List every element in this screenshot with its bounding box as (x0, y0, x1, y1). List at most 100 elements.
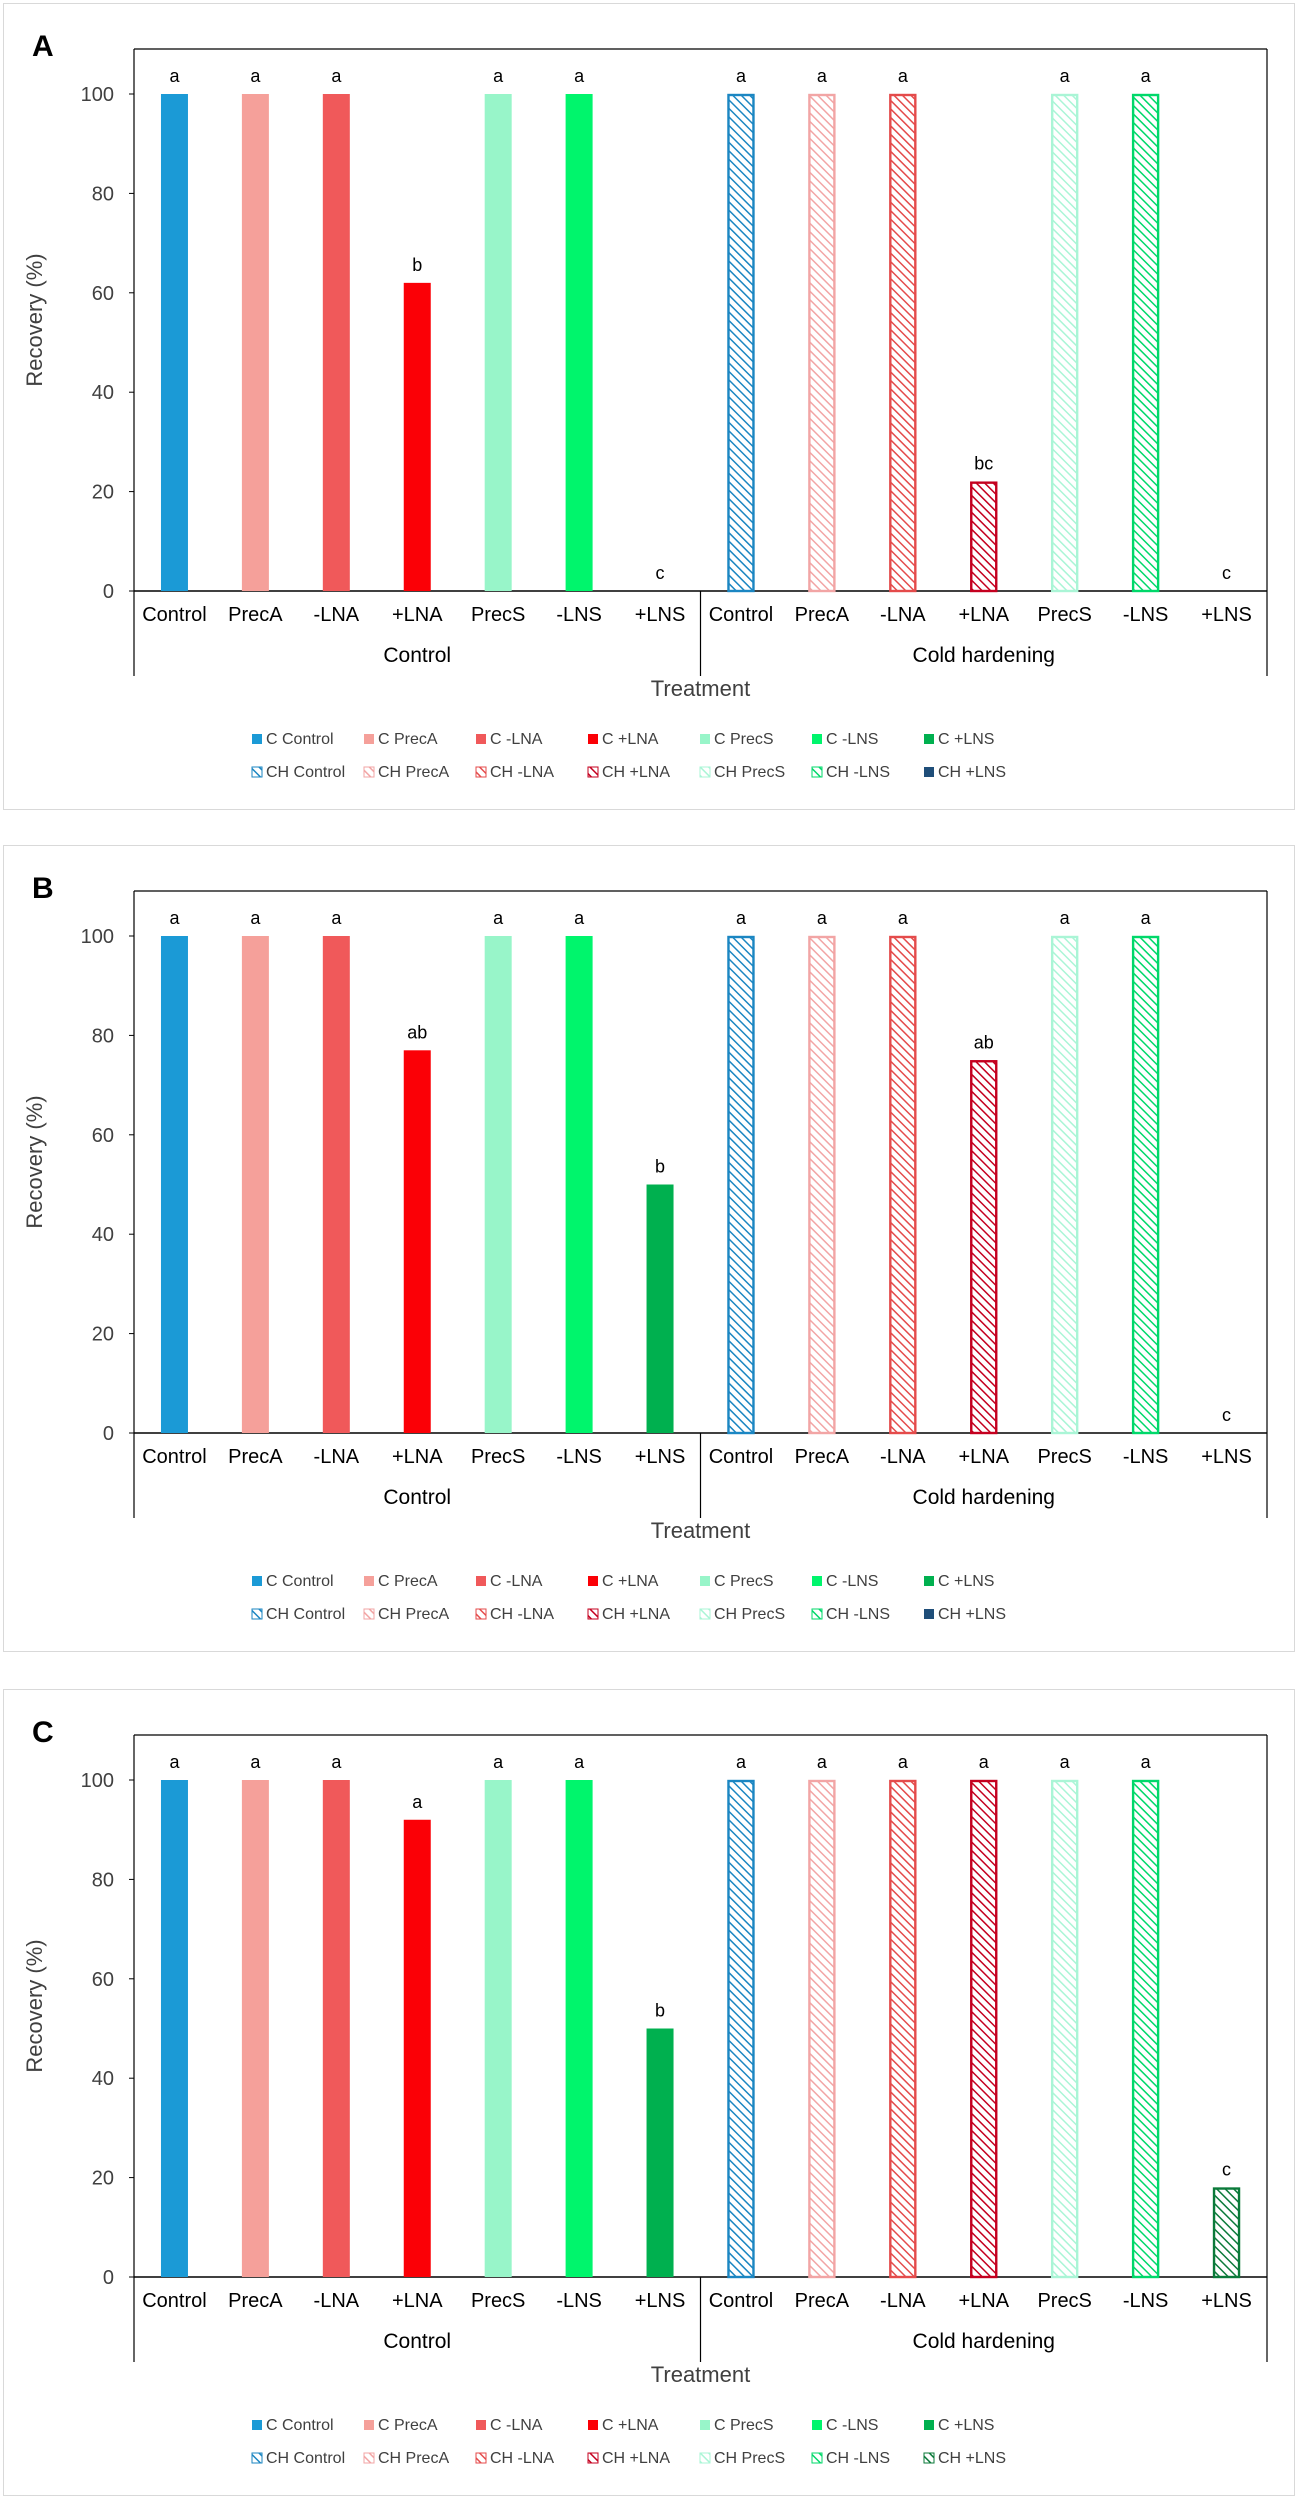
significance-letter: ab (974, 1032, 994, 1052)
legend-swatch (251, 766, 263, 778)
legend-label: C PrecS (714, 1573, 774, 1590)
legend-label: C PrecA (378, 1573, 438, 1590)
significance-letter: c (1222, 1405, 1231, 1425)
legend-swatch (588, 734, 598, 744)
significance-letter: a (1060, 1752, 1071, 1772)
y-tick-label: 80 (92, 183, 114, 205)
legend-label: CH PrecA (378, 1606, 449, 1623)
legend-swatch (587, 766, 599, 778)
legend-label: C +LNS (938, 1573, 994, 1590)
legend-swatch (364, 2420, 374, 2430)
x-tick-label: -LNS (556, 604, 602, 626)
group-label: Cold hardening (913, 644, 1055, 667)
panel-letter: C (32, 1716, 54, 1749)
legend-label: CH PrecA (378, 2450, 449, 2467)
legend-label: CH PrecA (378, 764, 449, 781)
significance-letter: a (736, 908, 747, 928)
bar-cold-precs (1050, 1779, 1079, 2279)
legend-swatch (812, 2420, 822, 2430)
significance-letter: a (817, 1752, 828, 1772)
legend-swatch (364, 1576, 374, 1586)
x-tick-label: +LNA (958, 1446, 1009, 1468)
significance-letter: a (250, 1752, 261, 1772)
bar-cold-control (727, 1779, 755, 2279)
legend-swatch (363, 2452, 375, 2464)
legend-swatch (251, 1608, 263, 1620)
bar-cold-control (727, 93, 755, 593)
panel-b: B 0 20 40 60 80 100 Recovery (%) a Control a PrecA a… (3, 845, 1295, 1652)
y-axis-label: Recovery (%) (22, 253, 47, 386)
x-tick-label: -LNS (556, 2290, 602, 2312)
y-tick-label: 0 (103, 2267, 114, 2289)
bar-cold-lna (970, 1779, 998, 2279)
legend-label: C -LNS (826, 731, 878, 748)
legend-swatch (811, 2452, 823, 2464)
group-label: Control (383, 644, 451, 667)
bar-control-preca (241, 936, 269, 1433)
bar-control-lna (322, 94, 350, 591)
significance-letter: a (574, 66, 585, 86)
bar-control-lna (403, 1050, 431, 1433)
y-tick-label: 80 (92, 1025, 114, 1047)
legend-swatch (252, 734, 262, 744)
legend-label: C -LNS (826, 1573, 878, 1590)
bar-cold-lna (889, 935, 917, 1435)
significance-letter: a (898, 1752, 909, 1772)
bar-control-precs (484, 1780, 512, 2277)
significance-letter: a (493, 1752, 504, 1772)
y-tick-label: 80 (92, 1869, 114, 1891)
bar-cold-preca (808, 93, 836, 593)
x-tick-label: PrecA (795, 1446, 850, 1468)
legend-label: C -LNA (490, 731, 543, 748)
significance-letter: a (331, 908, 342, 928)
legend-label: CH -LNA (490, 2450, 554, 2467)
legend-swatch (812, 1576, 822, 1586)
bar-cold-lna (970, 1060, 998, 1435)
significance-letter: a (817, 908, 828, 928)
significance-letter: a (493, 908, 504, 928)
y-tick-label: 40 (92, 382, 114, 404)
legend-swatch (924, 1609, 934, 1619)
x-tick-label: +LNS (635, 604, 686, 626)
bar-control-lns (646, 2028, 674, 2277)
legend-swatch (811, 766, 823, 778)
legend-swatch (475, 2452, 487, 2464)
bar-control-lns (565, 1780, 593, 2277)
x-tick-label: Control (709, 604, 773, 626)
legend-swatch (700, 734, 710, 744)
legend-swatch (924, 767, 934, 777)
significance-letter: a (574, 1752, 585, 1772)
legend-label: CH PrecS (714, 764, 785, 781)
bar-control-precs (484, 936, 512, 1433)
x-tick-label: Control (142, 2290, 206, 2312)
legend-label: CH +LNA (602, 1606, 670, 1623)
y-tick-label: 40 (92, 1224, 114, 1246)
bar-control-lns (565, 94, 593, 591)
significance-letter: a (250, 66, 261, 86)
panel-c: C 0 20 40 60 80 100 Recovery (%) a Control a PrecA a… (3, 1689, 1295, 2496)
legend-label: CH +LNS (938, 764, 1006, 781)
significance-letter: a (412, 1792, 423, 1812)
legend-label: C +LNS (938, 2417, 994, 2434)
significance-letter: a (1060, 908, 1071, 928)
significance-letter: b (655, 2001, 665, 2021)
significance-letter: a (898, 908, 909, 928)
group-label: Control (383, 2330, 451, 2353)
legend-label: C Control (266, 2417, 334, 2434)
significance-letter: a (169, 908, 180, 928)
x-tick-label: PrecA (228, 1446, 283, 1468)
legend-label: CH -LNS (826, 2450, 890, 2467)
x-tick-label: Control (142, 1446, 206, 1468)
legend-swatch (699, 766, 711, 778)
legend-swatch (476, 2420, 486, 2430)
significance-letter: a (736, 1752, 747, 1772)
bar-control-lna (322, 936, 350, 1433)
x-tick-label: +LNA (392, 1446, 443, 1468)
bar-cold-lna (889, 1779, 917, 2279)
legend-label: CH Control (266, 764, 345, 781)
legend-swatch (476, 734, 486, 744)
y-tick-label: 20 (92, 1324, 114, 1346)
bar-cold-lns (1131, 93, 1160, 593)
significance-letter: a (250, 908, 261, 928)
x-tick-label: -LNA (314, 604, 360, 626)
